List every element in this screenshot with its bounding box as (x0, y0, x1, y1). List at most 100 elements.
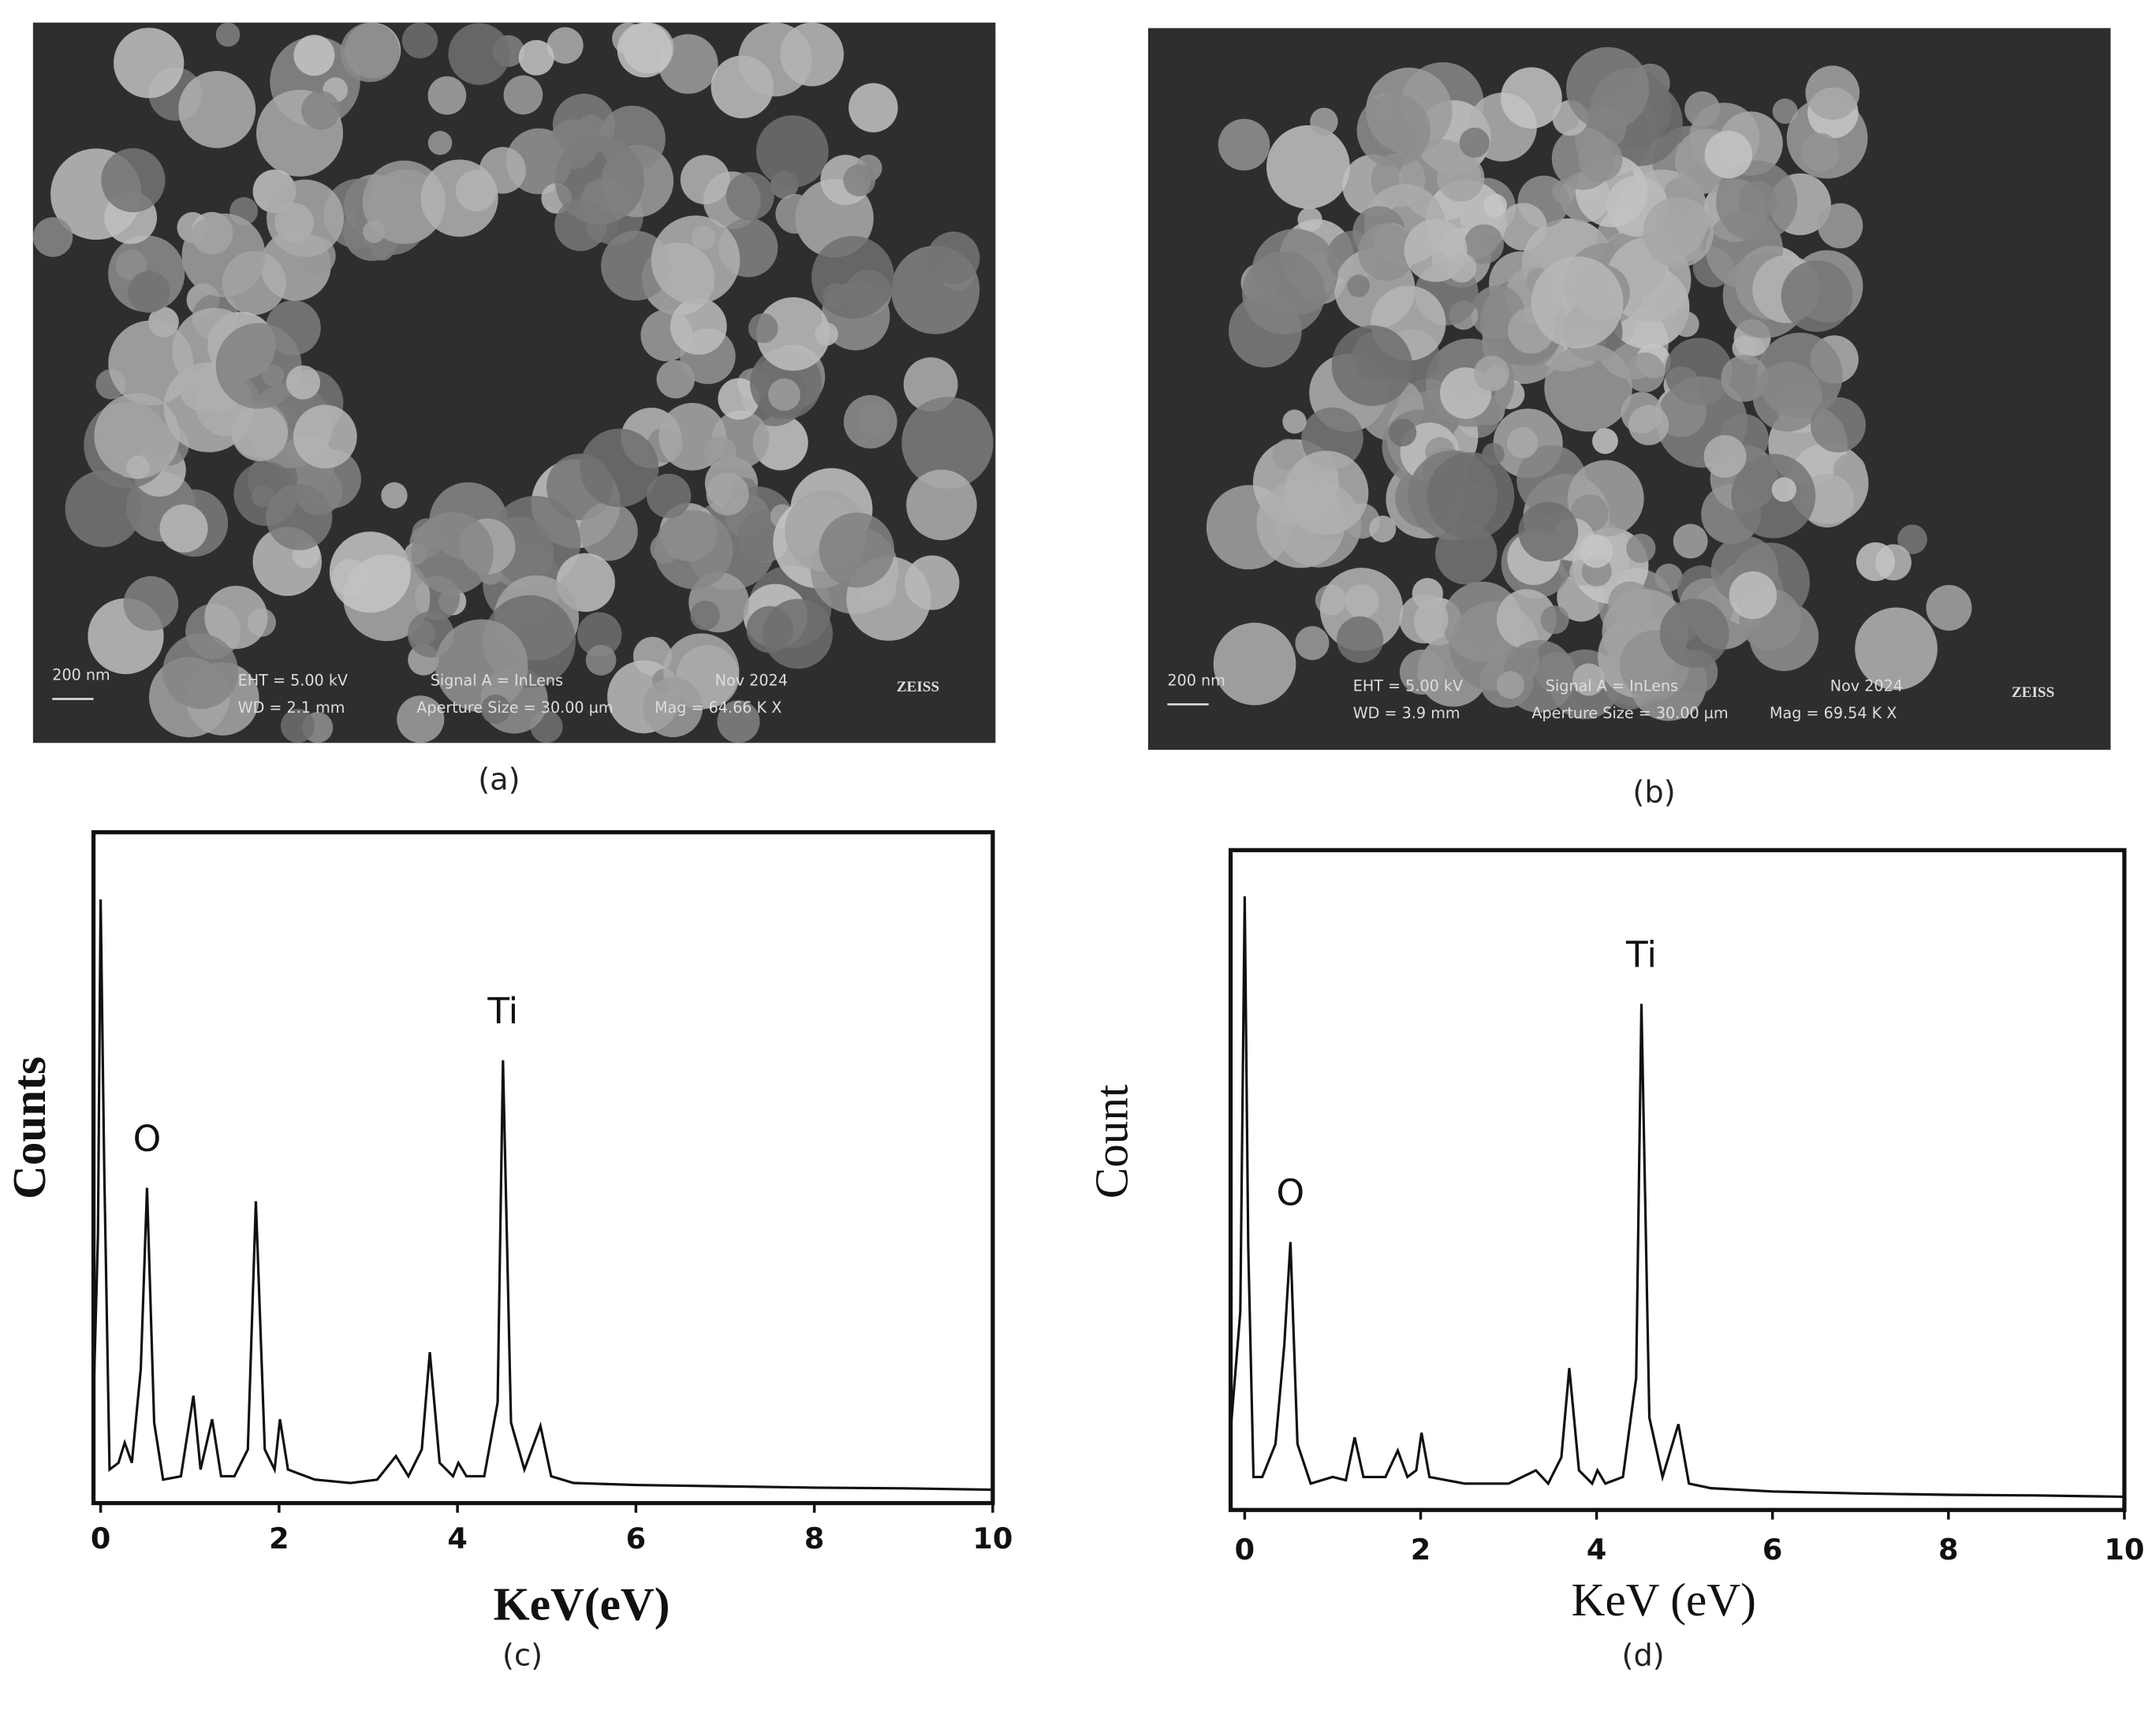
particle (811, 236, 894, 319)
particle (1926, 584, 1972, 631)
particle (1654, 563, 1683, 592)
particle (1531, 256, 1624, 348)
particle (819, 512, 894, 588)
particle (1772, 99, 1798, 125)
particle (266, 483, 333, 550)
panel-label: (a) (478, 762, 520, 798)
peak-label: O (133, 1118, 162, 1160)
particle (1502, 639, 1576, 713)
x-tick-label: 8 (1938, 1533, 1958, 1567)
particle (748, 313, 778, 344)
particle (1399, 594, 1449, 644)
sem-info: Mag = 69.54 K X (1770, 704, 1897, 722)
particle (1752, 362, 1823, 432)
spectrum-line (91, 899, 993, 1492)
particle (503, 75, 543, 115)
particle (849, 83, 898, 132)
particle (901, 397, 994, 489)
particle (1506, 427, 1539, 459)
particle (231, 404, 288, 461)
particle (1446, 252, 1477, 283)
particle (1358, 223, 1416, 281)
particle (215, 322, 302, 409)
particle (717, 700, 760, 743)
particle (1389, 419, 1417, 447)
sem-info: Signal A = InLens (1546, 676, 1678, 695)
sem-info: Nov 2024 (1830, 676, 1903, 695)
particle (1855, 607, 1938, 691)
particle (1592, 428, 1618, 454)
sem-info: ZEISS (2012, 684, 2054, 701)
particle (1673, 523, 1708, 559)
particle (1496, 589, 1557, 650)
particle (1331, 325, 1413, 406)
x-tick-label: 4 (1587, 1533, 1606, 1567)
particle (1496, 671, 1524, 699)
x-tick-label: 0 (91, 1522, 110, 1555)
x-tick-label: 10 (2104, 1533, 2144, 1567)
particle (1731, 453, 1816, 538)
particle (340, 22, 401, 83)
sem-info: WD = 2.1 mm (238, 699, 345, 717)
particle (293, 404, 357, 469)
y-axis-label: Counts (3, 1056, 55, 1199)
x-tick-label: 4 (447, 1522, 467, 1555)
particle (1810, 397, 1866, 453)
particle (1272, 438, 1304, 471)
particle (178, 70, 256, 148)
particle (858, 403, 890, 435)
particle (690, 601, 720, 631)
particle (123, 576, 179, 632)
particle (1572, 663, 1606, 696)
particle (1897, 524, 1927, 554)
x-tick-label: 2 (1411, 1533, 1430, 1567)
particle (1628, 404, 1669, 445)
y-axis-label: Count (1085, 1084, 1137, 1198)
particle (1624, 352, 1665, 393)
particle (546, 27, 584, 64)
particle (1781, 260, 1853, 332)
particle (643, 677, 703, 738)
plot-frame (91, 830, 995, 1506)
x-axis-label: KeV (eV) (1572, 1574, 1756, 1626)
particle (654, 510, 733, 590)
particle (1369, 515, 1397, 542)
particle (204, 585, 268, 650)
particle (703, 436, 737, 469)
particle (843, 164, 876, 197)
particle (651, 215, 740, 305)
particle (585, 645, 617, 676)
particle (480, 694, 511, 725)
sem-info: Signal A = InLens (431, 671, 563, 689)
particle (1578, 137, 1623, 182)
panel-label: (b) (1632, 774, 1675, 810)
particle (1818, 203, 1863, 249)
particle (301, 91, 341, 130)
particle (215, 22, 241, 47)
particle (397, 695, 445, 743)
particle (420, 159, 498, 237)
scale-bar-label: 200 nm (1167, 671, 1225, 689)
particle (1266, 125, 1350, 209)
scale-bar-label: 200 nm (52, 665, 110, 684)
particle (1284, 450, 1369, 535)
particle (280, 709, 315, 743)
particle (1673, 311, 1699, 337)
x-tick-label: 6 (626, 1522, 646, 1555)
particle (1473, 356, 1510, 392)
particle (1459, 127, 1490, 158)
particle (1544, 343, 1632, 432)
sem-info: Mag = 64.66 K X (655, 699, 781, 717)
particle (646, 473, 692, 519)
particle (159, 504, 208, 553)
particle (1242, 251, 1326, 335)
particle (815, 322, 838, 346)
particle (126, 456, 150, 479)
x-tick-label: 2 (269, 1522, 289, 1555)
particle (1805, 65, 1860, 120)
panel-label: (c) (502, 1637, 543, 1673)
particle (181, 213, 266, 297)
particle (329, 531, 411, 613)
